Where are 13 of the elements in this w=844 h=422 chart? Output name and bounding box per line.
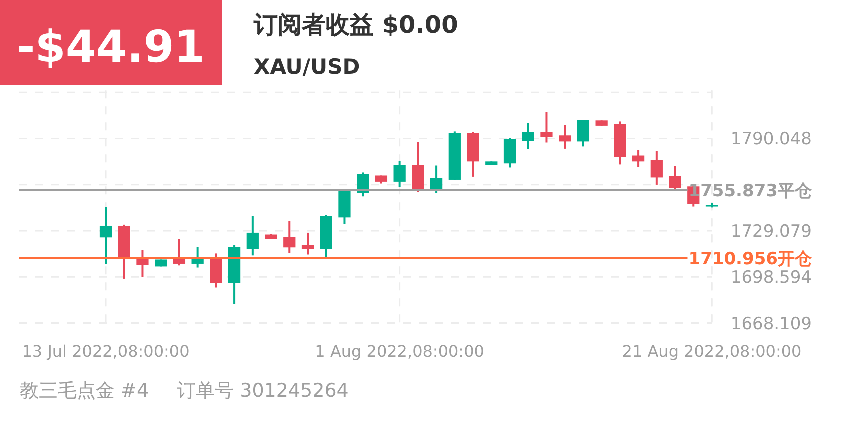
y-tick-label: 1698.594 [730, 268, 812, 288]
y-tick-label: 1668.109 [730, 314, 812, 334]
ref-line-label: 1710.956开仓 [688, 249, 813, 270]
y-tick-label: 1729.079 [730, 222, 812, 242]
x-tick-label: 21 Aug 2022,08:00:00 [622, 342, 802, 361]
text: 订单号 301245264 [177, 380, 349, 402]
x-tick-label: 1 Aug 2022,08:00:00 [315, 342, 484, 361]
chart-subtitle: XAU/USD [254, 55, 360, 79]
x-tick-label: 13 Jul 2022,08:00:00 [22, 342, 190, 361]
chart-title: 订阅者收益 $0.00 [253, 11, 458, 39]
text: 教三毛点金 #4 [20, 380, 150, 402]
y-tick-label: 1790.048 [730, 130, 812, 150]
badge: -$44.91 [0, 0, 222, 85]
